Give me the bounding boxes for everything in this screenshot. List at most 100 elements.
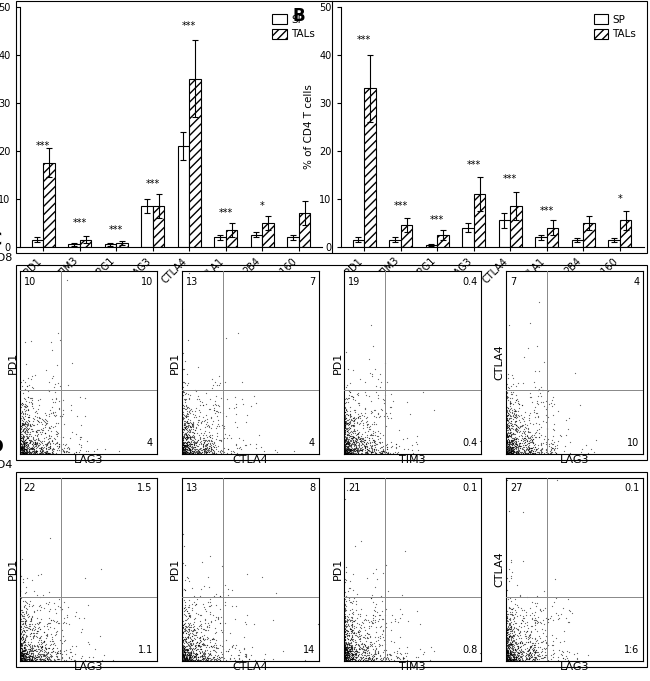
Point xyxy=(504,441,515,452)
Point xyxy=(519,419,530,430)
Point xyxy=(343,425,353,436)
Point xyxy=(207,652,218,663)
Point xyxy=(350,445,361,456)
Point xyxy=(525,648,536,659)
Point xyxy=(35,600,46,611)
Point xyxy=(503,413,514,424)
Point xyxy=(341,434,351,445)
Point xyxy=(177,447,188,458)
Point xyxy=(88,651,99,662)
Point xyxy=(515,654,525,665)
Point xyxy=(17,653,27,664)
Point xyxy=(361,652,371,663)
Point xyxy=(18,434,29,445)
Point xyxy=(191,437,202,448)
Point xyxy=(503,444,514,455)
Point xyxy=(505,645,515,656)
Point xyxy=(504,437,515,447)
Point xyxy=(532,425,542,436)
Point xyxy=(22,648,32,659)
Point xyxy=(510,413,521,424)
Point xyxy=(359,447,370,458)
Point xyxy=(15,635,25,646)
Point xyxy=(540,602,550,613)
Point xyxy=(504,603,514,614)
Point xyxy=(547,443,557,454)
Point xyxy=(523,649,533,660)
Point xyxy=(508,616,519,627)
Point xyxy=(339,445,350,456)
Point xyxy=(339,654,350,665)
Point xyxy=(343,444,354,455)
Point xyxy=(183,429,193,440)
Point xyxy=(504,431,514,442)
Point xyxy=(180,421,190,432)
Point xyxy=(212,379,222,390)
Point xyxy=(346,419,357,430)
Point xyxy=(20,413,30,424)
Point xyxy=(533,411,543,422)
Point xyxy=(352,639,363,650)
Point xyxy=(21,582,31,593)
Point xyxy=(51,430,62,441)
Point xyxy=(346,434,357,445)
Point xyxy=(527,650,538,661)
Point xyxy=(343,626,353,637)
Point xyxy=(185,632,195,643)
Point xyxy=(16,447,26,458)
Point xyxy=(64,443,74,454)
Point xyxy=(511,405,521,416)
Point xyxy=(53,653,64,664)
Point xyxy=(198,647,208,658)
Point xyxy=(29,652,39,663)
Point xyxy=(355,436,365,447)
Point xyxy=(177,381,188,392)
Point xyxy=(343,648,353,659)
Point xyxy=(239,643,249,654)
Point xyxy=(520,421,530,432)
Point xyxy=(365,631,376,642)
Point xyxy=(396,649,406,660)
Point xyxy=(398,654,408,665)
Point xyxy=(364,621,374,632)
Point xyxy=(502,433,513,444)
Point xyxy=(506,633,517,644)
Point xyxy=(183,647,194,658)
Point xyxy=(502,413,512,424)
Point xyxy=(527,396,538,407)
Point xyxy=(530,442,540,453)
Point xyxy=(391,651,401,662)
Point xyxy=(36,614,46,624)
Point xyxy=(53,404,64,415)
Point xyxy=(180,447,190,458)
Point xyxy=(21,438,31,449)
Point xyxy=(505,654,515,665)
Point xyxy=(32,447,42,458)
Point xyxy=(512,652,523,663)
Point xyxy=(355,433,365,444)
Point xyxy=(374,446,385,457)
Point xyxy=(15,445,25,456)
Point xyxy=(183,629,194,639)
Point xyxy=(382,622,392,633)
Point xyxy=(21,630,31,641)
Point xyxy=(16,643,27,654)
Point xyxy=(196,609,207,620)
Point xyxy=(18,648,29,659)
Point xyxy=(349,651,359,662)
Point xyxy=(32,646,42,656)
Point xyxy=(368,609,378,620)
Point xyxy=(527,654,538,665)
Point xyxy=(514,652,525,663)
Point xyxy=(18,633,29,644)
Point xyxy=(353,608,363,619)
Point xyxy=(345,443,356,454)
Point xyxy=(177,651,188,662)
Point xyxy=(193,652,203,663)
Point xyxy=(348,596,358,607)
Point xyxy=(194,638,205,649)
Point xyxy=(361,439,372,449)
Point xyxy=(178,432,188,443)
Point xyxy=(29,606,40,617)
Point xyxy=(177,426,188,437)
